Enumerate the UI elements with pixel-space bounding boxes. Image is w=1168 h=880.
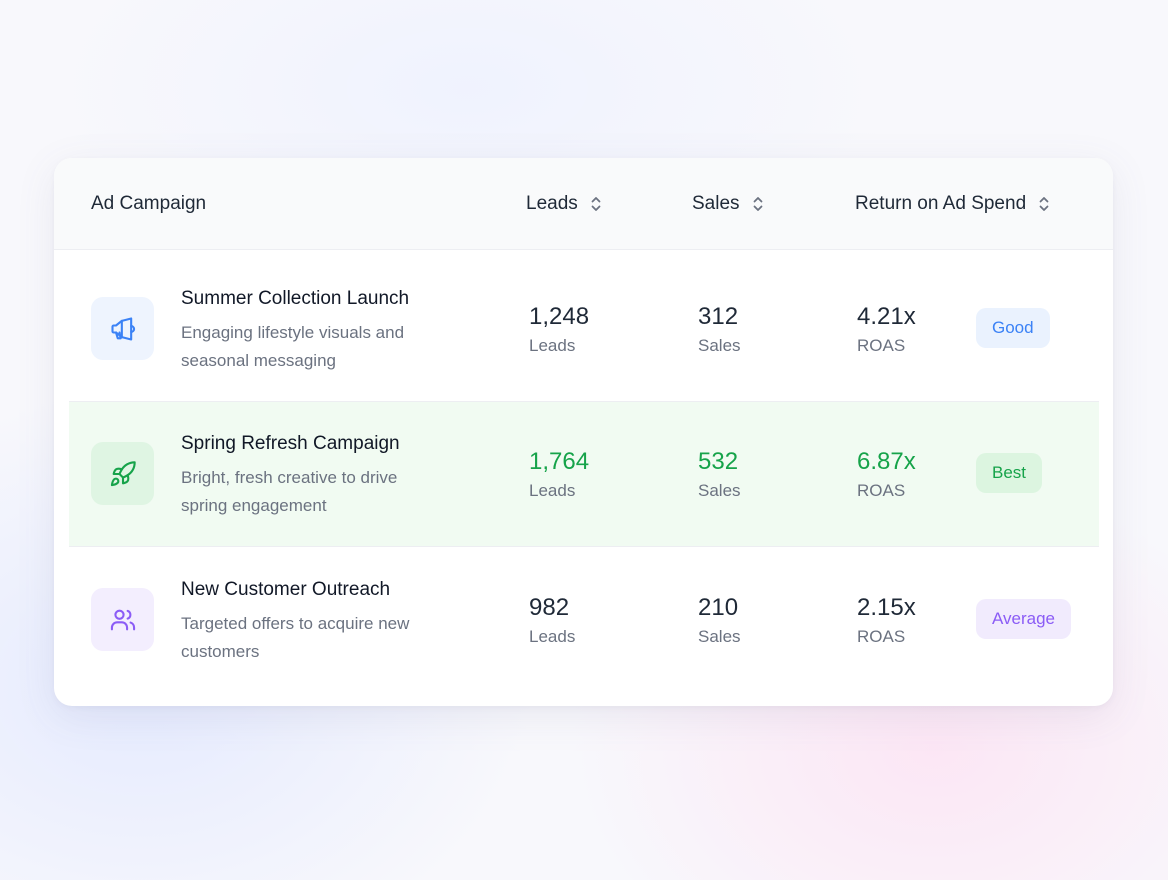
sort-icon[interactable] xyxy=(752,195,764,213)
sales-unit: Sales xyxy=(698,627,741,646)
table-row[interactable]: New Customer Outreach Targeted offers to… xyxy=(69,548,1099,693)
column-header-label: Return on Ad Spend xyxy=(855,192,1027,214)
campaign-description: Targeted offers to acquire new customers xyxy=(181,614,410,661)
leads-metric: 1,764 Leads xyxy=(529,448,589,501)
leads-metric: 1,248 Leads xyxy=(529,303,589,356)
sales-metric: 210 Sales xyxy=(698,594,741,647)
roas-metric: 2.15x ROAS xyxy=(857,594,916,647)
sort-icon[interactable] xyxy=(590,195,602,213)
sales-unit: Sales xyxy=(698,336,741,355)
column-header-roas[interactable]: Return on Ad Spend xyxy=(855,158,1050,249)
status-badge: Good xyxy=(976,308,1050,348)
campaign-table-card: Ad Campaign Leads Sales Return on Ad Spe… xyxy=(54,158,1113,706)
leads-unit: Leads xyxy=(529,627,576,646)
sales-value: 532 xyxy=(698,448,739,475)
roas-unit: ROAS xyxy=(857,481,906,500)
campaign-icon-box xyxy=(91,297,154,360)
roas-value: 2.15x xyxy=(857,594,916,621)
column-header-leads[interactable]: Leads xyxy=(526,158,602,249)
sales-value: 312 xyxy=(698,303,739,330)
campaign-description: Engaging lifestyle visuals and seasonal … xyxy=(181,323,405,370)
column-header-ad-campaign: Ad Campaign xyxy=(91,158,206,249)
status-badge: Average xyxy=(976,599,1072,639)
sales-value: 210 xyxy=(698,594,739,621)
sort-icon[interactable] xyxy=(1038,195,1050,213)
sales-metric: 532 Sales xyxy=(698,448,741,501)
column-header-label: Sales xyxy=(692,192,740,214)
leads-unit: Leads xyxy=(529,336,576,355)
leads-value: 1,764 xyxy=(529,448,590,475)
roas-value: 4.21x xyxy=(857,303,916,330)
roas-value: 6.87x xyxy=(857,448,916,475)
column-header-sales[interactable]: Sales xyxy=(692,158,764,249)
roas-unit: ROAS xyxy=(857,627,906,646)
sales-unit: Sales xyxy=(698,481,741,500)
megaphone-icon xyxy=(110,316,135,341)
campaign-icon-box xyxy=(91,442,154,505)
rocket-icon xyxy=(110,460,136,486)
campaign-title: New Customer Outreach xyxy=(181,579,391,600)
roas-metric: 4.21x ROAS xyxy=(857,303,916,356)
status-badge: Best xyxy=(976,453,1043,493)
users-icon xyxy=(110,609,135,630)
column-header-label: Leads xyxy=(526,192,578,214)
leads-unit: Leads xyxy=(529,481,576,500)
roas-unit: ROAS xyxy=(857,336,906,355)
table-header: Ad Campaign Leads Sales Return on Ad Spe… xyxy=(54,158,1113,250)
column-header-label: Ad Campaign xyxy=(91,192,207,214)
leads-value: 982 xyxy=(529,594,570,621)
campaign-title: Spring Refresh Campaign xyxy=(181,433,400,454)
campaign-title: Summer Collection Launch xyxy=(181,288,410,309)
sales-metric: 312 Sales xyxy=(698,303,741,356)
roas-metric: 6.87x ROAS xyxy=(857,448,916,501)
leads-value: 1,248 xyxy=(529,303,590,330)
table-row[interactable]: Spring Refresh Campaign Bright, fresh cr… xyxy=(69,402,1099,547)
campaign-icon-box xyxy=(91,588,154,651)
leads-metric: 982 Leads xyxy=(529,594,575,647)
table-row[interactable]: Summer Collection Launch Engaging lifest… xyxy=(69,257,1099,402)
campaign-description: Bright, fresh creative to drive spring e… xyxy=(181,468,398,515)
